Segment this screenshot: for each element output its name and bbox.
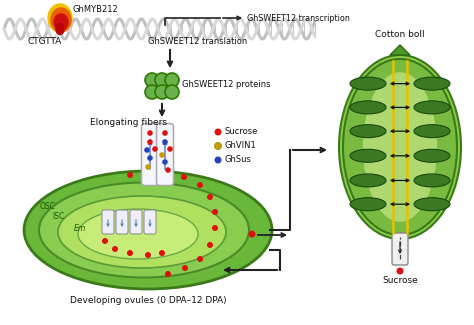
- FancyBboxPatch shape: [116, 210, 128, 234]
- Circle shape: [197, 256, 203, 262]
- Ellipse shape: [39, 183, 249, 278]
- FancyBboxPatch shape: [392, 233, 408, 265]
- Text: GhSus: GhSus: [225, 155, 252, 164]
- Circle shape: [127, 172, 133, 178]
- Polygon shape: [390, 45, 410, 55]
- Ellipse shape: [350, 77, 386, 90]
- FancyBboxPatch shape: [102, 210, 114, 234]
- FancyBboxPatch shape: [156, 124, 173, 186]
- Ellipse shape: [350, 149, 386, 162]
- Ellipse shape: [414, 174, 450, 187]
- Text: GhSWEET12 transcription: GhSWEET12 transcription: [247, 14, 350, 23]
- Circle shape: [102, 238, 108, 244]
- FancyBboxPatch shape: [142, 124, 158, 186]
- Circle shape: [152, 146, 158, 152]
- Circle shape: [145, 73, 159, 87]
- Circle shape: [165, 85, 179, 99]
- Text: GhSWEET12 translation: GhSWEET12 translation: [148, 37, 247, 46]
- Circle shape: [147, 130, 153, 136]
- Ellipse shape: [58, 196, 226, 268]
- Ellipse shape: [56, 23, 64, 34]
- Circle shape: [127, 250, 133, 256]
- Circle shape: [167, 146, 173, 152]
- Ellipse shape: [414, 77, 450, 90]
- Circle shape: [145, 170, 151, 176]
- Text: OSC: OSC: [40, 202, 56, 211]
- Ellipse shape: [48, 4, 72, 32]
- Circle shape: [396, 267, 403, 275]
- Circle shape: [147, 155, 153, 161]
- Ellipse shape: [414, 125, 450, 138]
- Ellipse shape: [363, 72, 437, 222]
- Text: Sucrose: Sucrose: [225, 127, 258, 136]
- Circle shape: [145, 85, 159, 99]
- Ellipse shape: [78, 209, 198, 259]
- Ellipse shape: [350, 125, 386, 138]
- Circle shape: [248, 230, 255, 238]
- Ellipse shape: [350, 174, 386, 187]
- Ellipse shape: [414, 149, 450, 162]
- Text: Elongating fibers: Elongating fibers: [90, 118, 167, 127]
- Circle shape: [159, 250, 165, 256]
- Circle shape: [212, 209, 218, 215]
- Circle shape: [162, 139, 168, 145]
- Text: Sucrose: Sucrose: [382, 276, 418, 285]
- Circle shape: [215, 128, 221, 136]
- Circle shape: [163, 171, 169, 177]
- Circle shape: [155, 85, 169, 99]
- Ellipse shape: [414, 101, 450, 114]
- Ellipse shape: [54, 14, 68, 30]
- Ellipse shape: [339, 55, 461, 239]
- Circle shape: [212, 225, 218, 231]
- Text: CTGTTA: CTGTTA: [28, 37, 62, 46]
- Circle shape: [207, 194, 213, 200]
- Circle shape: [159, 152, 165, 158]
- Text: Cotton boll: Cotton boll: [375, 30, 425, 39]
- Circle shape: [182, 265, 188, 271]
- Circle shape: [207, 242, 213, 248]
- Text: GhMYB212: GhMYB212: [73, 5, 119, 14]
- Circle shape: [145, 252, 151, 258]
- FancyBboxPatch shape: [130, 210, 142, 234]
- Ellipse shape: [414, 198, 450, 211]
- Circle shape: [155, 73, 169, 87]
- Circle shape: [165, 271, 171, 277]
- Circle shape: [165, 73, 179, 87]
- Circle shape: [197, 182, 203, 188]
- Circle shape: [215, 157, 221, 163]
- Text: GhVIN1: GhVIN1: [225, 141, 257, 150]
- Circle shape: [162, 130, 168, 136]
- FancyBboxPatch shape: [144, 210, 156, 234]
- Circle shape: [112, 246, 118, 252]
- Text: Developing ovules (0 DPA–12 DPA): Developing ovules (0 DPA–12 DPA): [70, 296, 226, 305]
- Circle shape: [147, 139, 153, 145]
- Circle shape: [162, 159, 168, 165]
- Ellipse shape: [24, 171, 272, 289]
- Text: ISC: ISC: [52, 212, 64, 221]
- Ellipse shape: [350, 198, 386, 211]
- Circle shape: [144, 147, 150, 153]
- Ellipse shape: [51, 8, 71, 32]
- Text: Em: Em: [74, 224, 86, 233]
- Circle shape: [215, 142, 221, 150]
- Circle shape: [165, 167, 171, 173]
- Text: GhSWEET12 proteins: GhSWEET12 proteins: [182, 80, 271, 89]
- Ellipse shape: [350, 101, 386, 114]
- Ellipse shape: [343, 59, 457, 235]
- Circle shape: [181, 174, 187, 180]
- Circle shape: [145, 164, 151, 170]
